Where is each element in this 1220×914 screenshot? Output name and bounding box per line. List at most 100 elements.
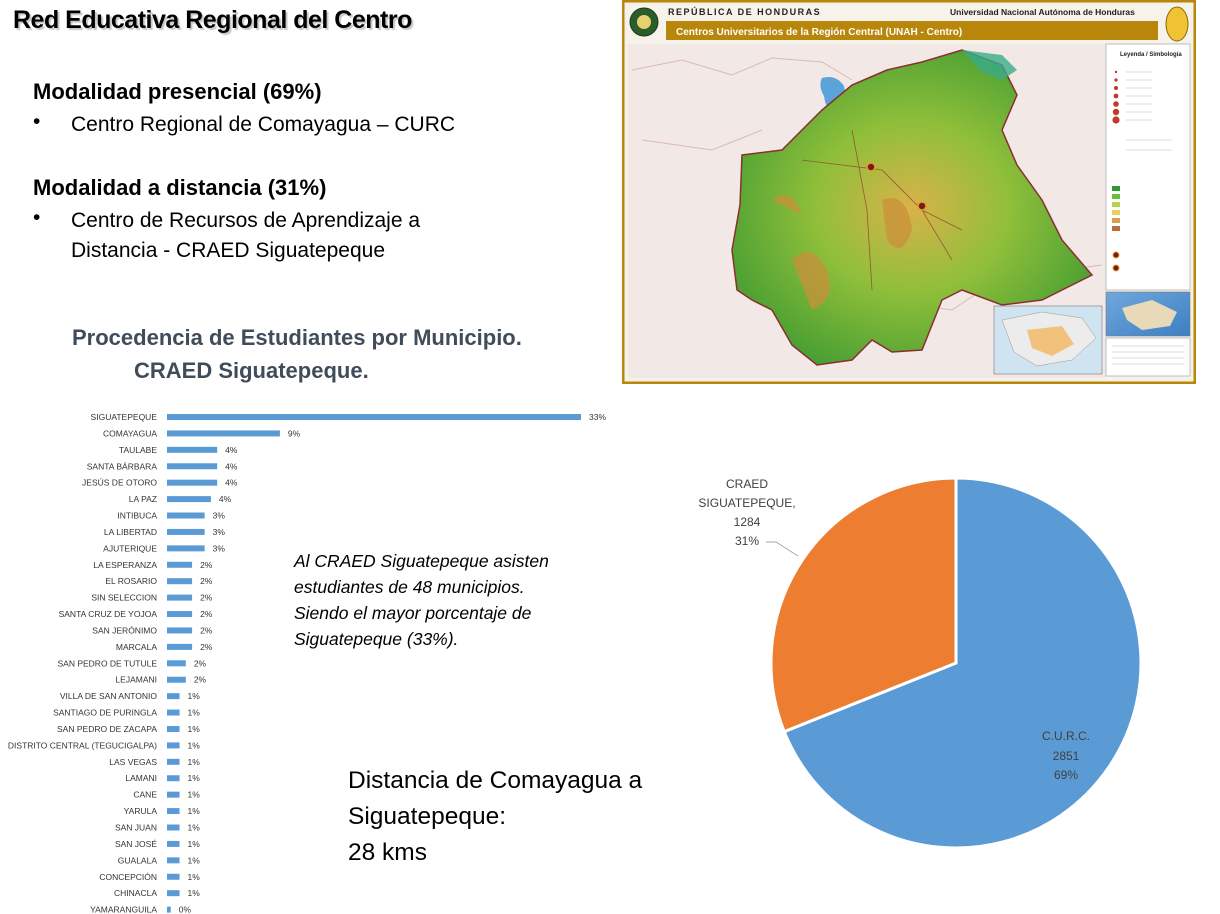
map-legend-title: Leyenda / Simbología xyxy=(1120,52,1182,58)
comayagua-marker-icon xyxy=(866,162,876,172)
bar-value-label: 1% xyxy=(188,790,201,800)
bar-category-label: CHINACLA xyxy=(114,888,157,898)
bar xyxy=(167,594,193,601)
bar xyxy=(167,528,205,535)
map-subtitle-banner xyxy=(666,21,1158,40)
pie-chart: C.U.R.C. 2851 69% CRAED SIGUATEPEQUE, 1284 31% xyxy=(698,476,1143,850)
bar xyxy=(167,873,180,880)
note-text: Al CRAED Siguatepeque asisten estudiante… xyxy=(294,548,614,652)
bar xyxy=(167,824,180,831)
bar-value-label: 1% xyxy=(188,724,201,734)
chart-title-line-2: CRAED Siguatepeque. xyxy=(134,358,369,383)
pie-label-line: CRAED xyxy=(726,477,768,491)
bar xyxy=(167,693,180,700)
bar-category-label: SANTA BÁRBARA xyxy=(87,461,158,471)
pie-label-line: 1284 xyxy=(734,515,761,529)
bar-value-label: 3% xyxy=(213,543,226,553)
bar-value-label: 2% xyxy=(200,576,213,586)
bar-category-label: SANTA CRUZ DE YOJOA xyxy=(59,609,158,619)
bar-value-label: 2% xyxy=(194,658,207,668)
bar-category-label: LA PAZ xyxy=(129,494,157,504)
bar-value-label: 2% xyxy=(200,593,213,603)
bar-category-label: SANTIAGO DE PURINGLA xyxy=(53,708,157,718)
bar-category-label: SIGUATEPEQUE xyxy=(91,412,158,422)
bar-category-label: LAMANI xyxy=(125,773,157,783)
bar-value-label: 2% xyxy=(200,560,213,570)
bar-value-label: 1% xyxy=(188,708,201,718)
bar-value-label: 1% xyxy=(188,806,201,816)
bar-category-label: VILLA DE SAN ANTONIO xyxy=(60,691,158,701)
bar-category-label: TAULABE xyxy=(119,445,157,455)
bar-category-label: CONCEPCIÓN xyxy=(99,872,157,882)
bar xyxy=(167,627,193,634)
bar xyxy=(167,496,211,503)
pie-label-line: 69% xyxy=(1054,768,1078,782)
pie-label-line: 31% xyxy=(735,534,759,548)
bar xyxy=(167,414,581,420)
bar-value-label: 1% xyxy=(188,839,201,849)
bar-category-label: GUALALA xyxy=(118,855,158,865)
bar xyxy=(167,775,180,782)
distance-line: Siguatepeque: xyxy=(348,803,507,830)
bar-category-label: YAMARANGUILA xyxy=(90,905,157,914)
map-subtitle: Centros Universitarios de la Región Cent… xyxy=(676,27,962,38)
bar xyxy=(167,578,193,585)
bar-category-label: LA ESPERANZA xyxy=(93,560,157,570)
bar xyxy=(167,545,205,552)
pie-label-line: C.U.R.C. xyxy=(1042,729,1090,743)
bar xyxy=(167,808,180,815)
bar xyxy=(167,758,180,765)
bar-category-label: LEJAMANI xyxy=(115,675,157,685)
map-credits xyxy=(1105,337,1191,377)
bar-value-label: 3% xyxy=(213,511,226,521)
bar-value-label: 1% xyxy=(188,855,201,865)
bar-value-label: 1% xyxy=(188,773,201,783)
bar xyxy=(167,742,180,749)
bar xyxy=(167,725,180,732)
bar-category-label: JESÚS DE OTORO xyxy=(82,478,157,488)
bar-value-label: 1% xyxy=(188,757,201,767)
bullet-text-line-2: Distancia - CRAED Siguatepeque xyxy=(71,239,385,262)
bar xyxy=(167,463,218,470)
bar xyxy=(167,857,180,864)
bar-value-label: 4% xyxy=(219,494,232,504)
bar-value-label: 2% xyxy=(200,609,213,619)
unah-emblem-icon xyxy=(1165,6,1189,42)
chart-title-line-1: Procedencia de Estudiantes por Municipio… xyxy=(72,325,522,350)
bar xyxy=(167,676,186,683)
bullet-icon: • xyxy=(33,110,41,133)
note-line: Siguatepeque (33%). xyxy=(294,629,459,649)
bar-category-label: SAN JERÓNIMO xyxy=(92,625,157,635)
bar-value-label: 0% xyxy=(179,905,192,914)
bar-value-label: 4% xyxy=(225,461,238,471)
bar-category-label: CANE xyxy=(133,790,157,800)
bar-category-label: SIN SELECCION xyxy=(91,593,157,603)
pie-slice xyxy=(782,476,1143,850)
pie-label-craed: CRAED SIGUATEPEQUE, 1284 31% xyxy=(698,477,795,548)
bar xyxy=(167,791,180,798)
bar-value-label: 1% xyxy=(188,872,201,882)
bar-category-label: AJUTERIQUE xyxy=(103,543,157,553)
bar xyxy=(167,430,280,437)
bar-value-label: 9% xyxy=(288,428,301,438)
bullet-icon: • xyxy=(33,206,41,229)
siguatepeque-marker-icon xyxy=(917,201,927,211)
bar xyxy=(167,611,193,618)
bar-category-label: YARULA xyxy=(124,806,158,816)
bar-category-label: SAN JOSÉ xyxy=(115,839,157,849)
map-header-left: REPÚBLICA DE HONDURAS xyxy=(668,6,821,17)
bar-value-label: 1% xyxy=(188,888,201,898)
bar-category-label: INTIBUCA xyxy=(117,511,157,521)
bar-category-label: SAN JUAN xyxy=(115,823,157,833)
bar xyxy=(167,660,186,667)
bar-category-label: SAN PEDRO DE TUTULE xyxy=(57,658,157,668)
bar-category-label: SAN PEDRO DE ZACAPA xyxy=(57,724,157,734)
bar-value-label: 2% xyxy=(194,675,207,685)
bar xyxy=(167,643,193,650)
page-title: Red Educativa Regional del Centro xyxy=(13,6,412,34)
bar xyxy=(167,709,180,716)
pie-slice xyxy=(769,476,958,734)
distance-line: Distancia de Comayagua a xyxy=(348,767,643,794)
bar-value-label: 33% xyxy=(589,412,606,422)
bar-category-label: MARCALA xyxy=(116,642,157,652)
